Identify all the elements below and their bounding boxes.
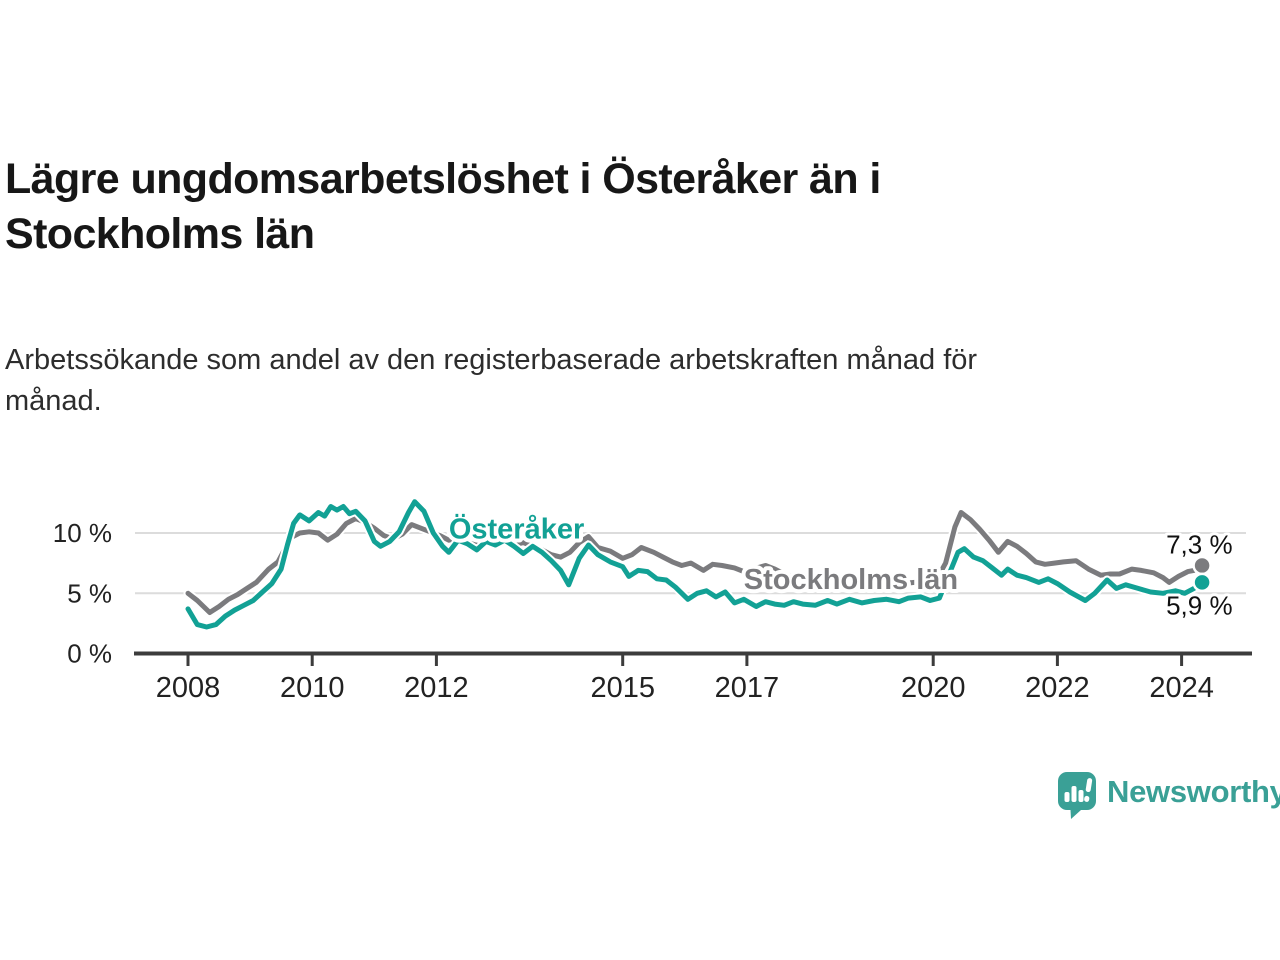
newsworthy-logo: Newsworthy bbox=[1056, 770, 1280, 820]
y-axis-tick-label: 0 % bbox=[67, 639, 112, 669]
logo-bar-2 bbox=[1071, 786, 1077, 802]
newsworthy-logo-icon bbox=[1058, 772, 1096, 819]
end-dot-stockholms-lan bbox=[1192, 555, 1212, 576]
series-line-osteraker bbox=[185, 499, 1205, 630]
page-subtitle-line-2: månad. bbox=[5, 385, 102, 417]
line-chart: 0 % 5 % 10 % 2008 2010 2012 2015 2017 2020 2022 20… bbox=[53, 497, 1252, 704]
y-axis-tick-label: 5 % bbox=[67, 578, 112, 608]
y-axis-tick-label: 10 % bbox=[53, 518, 112, 548]
page-title-line-1: Lägre ungdomsarbetslöshet i Österåker än… bbox=[5, 155, 881, 203]
page-subtitle-line-1: Arbetssökande som andel av den registerb… bbox=[5, 344, 978, 376]
logo-bubble-shape bbox=[1058, 772, 1096, 819]
x-axis-tick-label: 2008 bbox=[156, 672, 221, 704]
x-axis-tick-label: 2017 bbox=[715, 672, 780, 704]
end-value-label-osteraker: 5,9 % bbox=[1166, 590, 1233, 620]
x-axis-tick-label: 2015 bbox=[590, 672, 655, 704]
series-label-osteraker: Österåker bbox=[449, 512, 584, 545]
series-label-stockholms-lan: Stockholms län bbox=[744, 564, 958, 596]
x-axis-tick-label: 2020 bbox=[901, 672, 966, 704]
series-line-stockholms-lan bbox=[185, 510, 1205, 615]
logo-bar-1 bbox=[1064, 792, 1070, 802]
end-dot-osteraker bbox=[1192, 572, 1212, 593]
page-title-line-2: Stockholms län bbox=[5, 210, 315, 258]
logo-bar-3 bbox=[1078, 790, 1084, 802]
x-axis-tick-label: 2024 bbox=[1149, 672, 1214, 704]
page-subtitle: Arbetssökande som andel av den registerb… bbox=[5, 340, 1185, 422]
x-axis-tick-label: 2022 bbox=[1025, 672, 1090, 704]
x-axis-tick-label: 2010 bbox=[280, 672, 345, 704]
x-axis-tick-label: 2012 bbox=[404, 672, 469, 704]
end-value-label-stockholms-lan: 7,3 % bbox=[1166, 530, 1233, 560]
page-title: Lägre ungdomsarbetslöshet i Österåker än… bbox=[5, 152, 1125, 262]
logo-exclamation bbox=[1084, 778, 1093, 802]
newsworthy-logo-text: Newsworthy bbox=[1107, 774, 1280, 809]
